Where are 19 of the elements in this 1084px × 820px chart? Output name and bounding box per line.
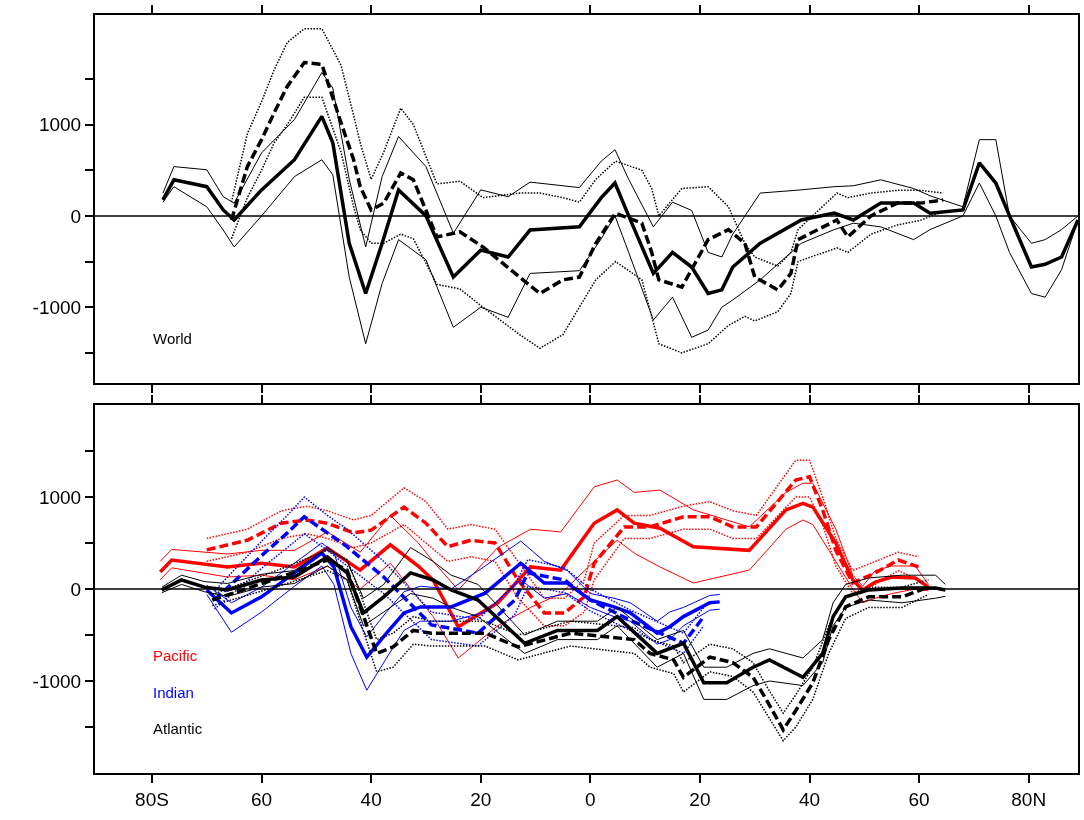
x-tick-label: 80N [1011, 788, 1047, 810]
x-tick-label: 60 [251, 788, 273, 810]
x-tick-label: 40 [360, 788, 382, 810]
x-tick-label: 20 [689, 788, 711, 810]
y-tick-label: 0 [70, 205, 82, 227]
text: Pacific [153, 647, 198, 664]
y-tick-label: 1000 [38, 486, 82, 508]
x-tick-label: 40 [798, 788, 821, 810]
y-tick-label: -1000 [32, 670, 82, 692]
x-tick-label: 20 [470, 788, 492, 810]
y-tick-label: 1000 [38, 114, 82, 136]
x-tick-label: 0 [585, 788, 596, 810]
text: Atlantic [153, 720, 203, 737]
x-tick-label: 60 [908, 788, 930, 810]
y-tick-label: -1000 [32, 296, 82, 318]
x-tick-label: 80S [135, 788, 169, 810]
text: Indian [153, 684, 194, 701]
text: World [153, 330, 192, 347]
y-tick-label: 0 [70, 578, 82, 600]
